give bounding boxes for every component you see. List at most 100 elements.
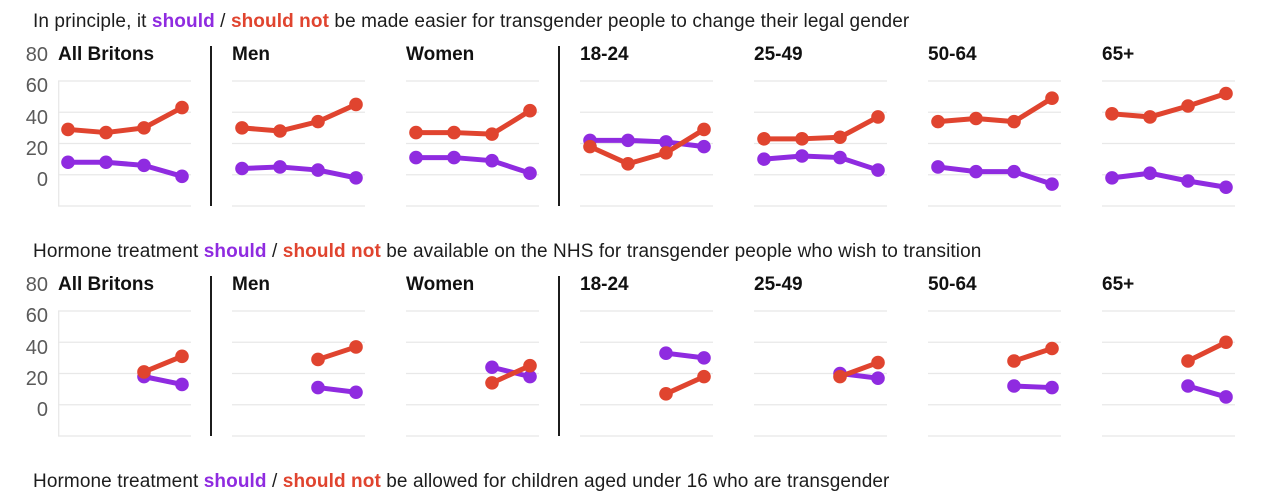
panel-women: Women xyxy=(406,274,560,442)
data-point-should xyxy=(349,171,363,185)
panel-all-britons: All Britons xyxy=(58,274,212,442)
line-chart-svg xyxy=(580,310,713,437)
y-axis-tick-label: 60 xyxy=(25,305,48,328)
series-line-should_not xyxy=(489,363,533,386)
chart-title: In principle, it should / should not be … xyxy=(8,8,1280,36)
data-point-should xyxy=(175,377,189,392)
data-point-should xyxy=(1219,180,1233,195)
data-point-should xyxy=(273,160,287,174)
data-point-should_not xyxy=(1181,354,1195,368)
data-point-should_not xyxy=(795,132,809,146)
data-point-should xyxy=(757,152,771,166)
series-line-should xyxy=(935,164,1055,187)
series-line-should_not xyxy=(761,114,881,142)
data-point-should xyxy=(447,150,461,165)
data-point-should_not xyxy=(1181,99,1195,113)
title-suffix: be available on the NHS for transgender … xyxy=(380,241,982,262)
data-point-should_not xyxy=(1143,110,1157,124)
data-point-should xyxy=(931,160,945,174)
title-prefix: Hormone treatment xyxy=(33,471,204,492)
line-chart-svg xyxy=(406,80,539,207)
panel-label: Women xyxy=(406,274,475,295)
panels-container: All Britons Men Women 18-24 25-49 50-64 65+ xyxy=(58,274,1235,442)
line-chart-svg xyxy=(58,80,191,207)
title-slash: / xyxy=(214,11,231,32)
line-chart-svg xyxy=(754,80,887,207)
series-line-should_not xyxy=(413,108,533,137)
data-point-should xyxy=(1181,379,1195,393)
data-point-should_not xyxy=(61,122,75,137)
data-point-should_not xyxy=(137,121,151,135)
data-point-should_not xyxy=(311,352,325,367)
data-point-should xyxy=(697,139,711,154)
panel-label: All Britons xyxy=(58,44,155,65)
series-line-should_not xyxy=(1185,339,1229,364)
panel-group-separator xyxy=(210,276,212,436)
data-point-should xyxy=(795,149,809,163)
series-line-should_not xyxy=(239,101,359,134)
data-point-should_not xyxy=(409,125,423,140)
panel-label: 65+ xyxy=(1102,274,1135,295)
data-point-should xyxy=(523,369,537,384)
panel-group-separator xyxy=(558,276,560,436)
panel-label: 65+ xyxy=(1102,44,1135,65)
panel-label: Men xyxy=(232,274,270,295)
line-chart-svg xyxy=(232,80,365,207)
data-point-should xyxy=(235,161,249,176)
data-point-should_not xyxy=(757,132,771,146)
data-point-should_not xyxy=(447,125,461,140)
title-should-word: should xyxy=(151,11,215,32)
panel-50-64: 50-64 xyxy=(928,44,1061,212)
data-point-should_not xyxy=(583,139,597,154)
data-point-should xyxy=(1143,166,1157,180)
series-line-should_not xyxy=(141,353,185,375)
panel-label: 18-24 xyxy=(580,44,629,65)
title-should-not-word: should not xyxy=(282,241,381,262)
data-point-should_not xyxy=(659,146,673,160)
y-axis-tick-label: 40 xyxy=(25,106,48,129)
title-prefix: In principle, it xyxy=(33,11,152,32)
panel-men: Men xyxy=(232,274,365,442)
data-point-should_not xyxy=(969,111,983,126)
y-axis-tick-label: 40 xyxy=(25,336,48,359)
data-point-should xyxy=(137,158,151,173)
line-chart-svg xyxy=(1102,310,1235,437)
series-line-should xyxy=(239,164,359,181)
data-point-should xyxy=(409,150,423,165)
chart-title: Hormone treatment should / should not be… xyxy=(8,238,1280,266)
data-point-should xyxy=(311,380,325,395)
panel-25-49: 25-49 xyxy=(754,274,887,442)
data-point-should_not xyxy=(1045,91,1059,105)
data-point-should_not xyxy=(1105,107,1119,121)
data-point-should_not xyxy=(1007,114,1021,129)
panel-label: 50-64 xyxy=(928,274,977,295)
panel-label: 18-24 xyxy=(580,274,629,295)
data-point-should_not xyxy=(931,114,945,129)
data-point-should_not xyxy=(523,103,537,118)
data-point-should_not xyxy=(99,125,113,140)
panel-50-64: 50-64 xyxy=(928,274,1061,442)
data-point-should xyxy=(833,150,847,165)
data-point-should xyxy=(61,155,75,170)
y-axis-tick-label: 20 xyxy=(25,137,48,160)
data-point-should xyxy=(697,351,711,365)
data-point-should_not xyxy=(523,358,537,373)
series-line-should xyxy=(413,155,533,176)
y-axis: 80 60 40 20 0 xyxy=(8,44,58,191)
data-point-should_not xyxy=(833,369,847,384)
series-line-should_not xyxy=(587,126,707,167)
line-chart-svg xyxy=(580,80,713,207)
line-chart-svg xyxy=(928,310,1061,437)
data-point-should xyxy=(1181,174,1195,188)
section-legal-gender: In principle, it should / should not be … xyxy=(8,8,1280,212)
data-point-should xyxy=(311,163,325,177)
panel-65: 65+ xyxy=(1102,44,1235,212)
panels-container: All Britons Men Women 18-24 25-49 50-64 65+ xyxy=(58,44,1235,212)
small-multiples-row: 80 60 40 20 0 All Britons Men Women 18-24 25-49 50… xyxy=(8,274,1280,442)
series-line-should_not xyxy=(65,105,185,136)
data-point-should_not xyxy=(833,130,847,145)
y-axis-tick-label: 80 xyxy=(25,274,48,296)
data-point-should xyxy=(1219,390,1233,404)
data-point-should xyxy=(621,133,635,148)
